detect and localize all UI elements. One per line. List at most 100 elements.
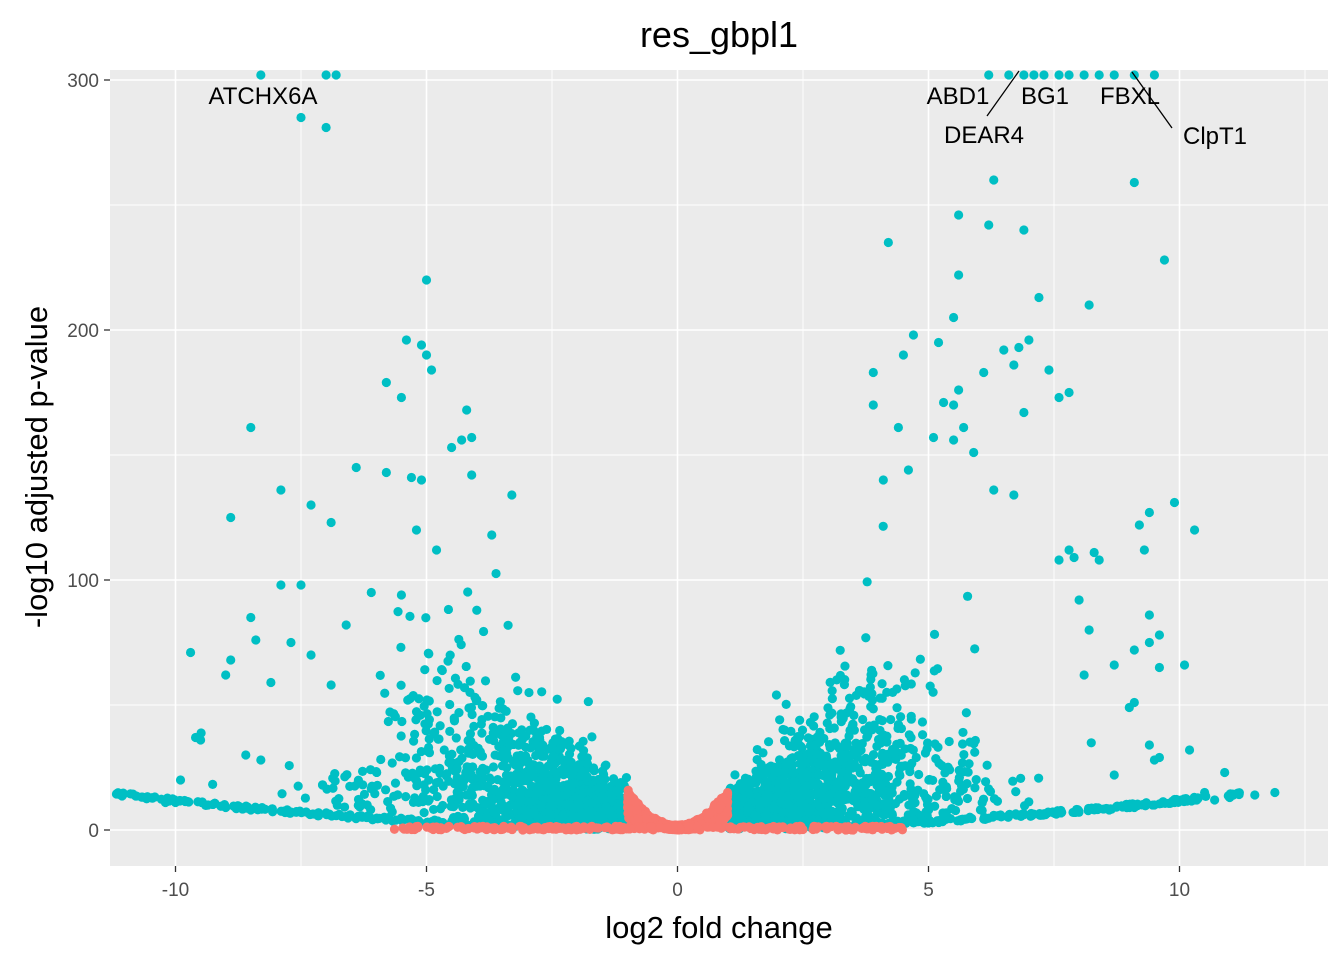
gene-point-significant <box>416 340 427 350</box>
gene-point-significant <box>480 676 491 686</box>
gene-point-significant <box>859 687 869 697</box>
gene-point-significant <box>389 791 399 801</box>
gene-point-not-significant <box>642 814 652 824</box>
gene-point-significant <box>513 686 523 696</box>
gene-point-significant <box>932 664 943 674</box>
gene-point-significant <box>1009 490 1019 500</box>
gene-point-significant <box>443 604 454 615</box>
gene-point-significant <box>1137 800 1147 810</box>
gene-point-significant <box>1084 625 1094 635</box>
gene-point-significant <box>393 606 403 617</box>
gene-point-significant <box>928 818 938 828</box>
gene-point-significant <box>831 763 841 773</box>
gene-point-significant <box>878 521 888 531</box>
gene-point-significant <box>839 795 849 805</box>
gene-point-significant <box>1089 547 1099 558</box>
gene-point-significant <box>160 797 171 808</box>
gene-point-significant <box>789 776 799 786</box>
gene-point-not-significant <box>646 822 656 832</box>
gene-point-significant <box>276 485 286 495</box>
gene-point-significant <box>853 802 863 812</box>
gene-point-significant <box>445 699 455 710</box>
gene-point-significant <box>476 750 486 760</box>
gene-labels: ATCHX6A ABD1 DEAR4 BG1 FBXL ClpT1 <box>209 70 1247 150</box>
gene-point-significant <box>268 807 278 817</box>
gene-point-significant <box>306 500 316 510</box>
gene-point-significant <box>452 787 462 797</box>
gene-point-significant <box>982 760 992 770</box>
gene-point-not-significant <box>489 824 500 835</box>
gene-point-significant <box>957 758 967 768</box>
gene-point-significant <box>1024 335 1034 345</box>
gene-point-significant <box>899 789 909 800</box>
gene-point-significant <box>466 702 477 713</box>
gene-point-significant <box>922 738 933 748</box>
gene-point-significant <box>507 490 517 500</box>
gene-point-significant <box>366 587 376 598</box>
gene-point-significant <box>1027 810 1037 821</box>
gene-point-not-significant <box>747 823 758 833</box>
gene-point-significant <box>226 512 236 523</box>
gene-point-significant <box>266 677 276 688</box>
gene-point-significant <box>396 392 406 403</box>
gene-point-significant <box>536 802 547 812</box>
gene-point-significant <box>962 778 972 789</box>
gene-point-significant <box>379 812 389 822</box>
gene-point-not-significant <box>572 821 582 831</box>
gene-point-significant <box>546 810 556 820</box>
gene-point-significant <box>1139 545 1149 555</box>
gene-point-significant <box>424 649 434 659</box>
gene-point-significant <box>909 818 919 828</box>
gene-point-significant <box>226 655 236 665</box>
gene-point-significant <box>1109 770 1119 780</box>
gene-point-significant <box>511 758 521 768</box>
gene-point-significant <box>472 803 482 813</box>
gene-point-significant <box>984 70 994 80</box>
gene-point-significant <box>582 759 592 769</box>
gene-point-significant <box>1064 70 1074 80</box>
gene-point-significant <box>892 684 902 694</box>
gene-point-significant <box>1069 552 1079 563</box>
gene-point-not-significant <box>692 822 702 832</box>
gene-point-significant <box>467 432 477 443</box>
gene-point-significant <box>513 774 523 784</box>
gene-point-significant <box>815 737 825 747</box>
gene-point-significant <box>450 673 461 683</box>
gene-point-significant <box>406 472 417 483</box>
major-gridlines <box>110 70 1328 866</box>
gene-point-significant <box>370 789 380 799</box>
gene-point-significant <box>460 772 470 782</box>
gene-point-significant <box>874 786 884 796</box>
gene-point-significant <box>558 790 568 801</box>
gene-point-significant <box>424 696 434 706</box>
gene-point-significant <box>341 620 351 630</box>
gene-point-significant <box>1064 387 1074 398</box>
gene-point-significant <box>1104 805 1114 815</box>
gene-point-significant <box>954 270 964 280</box>
gene-label-dear4: DEAR4 <box>944 122 1024 149</box>
gene-point-significant <box>500 783 510 793</box>
gene-point-significant <box>483 783 494 793</box>
gene-point-significant <box>276 580 286 590</box>
gene-point-significant <box>872 800 882 811</box>
gene-point-significant <box>593 774 604 785</box>
gene-point-significant <box>804 803 814 813</box>
gene-point-significant <box>587 732 597 742</box>
gene-point-significant <box>276 806 286 816</box>
gene-point-significant <box>546 776 556 786</box>
gene-point-significant <box>811 748 822 759</box>
gene-point-significant <box>449 715 459 725</box>
gene-point-significant <box>312 809 322 819</box>
gene-point-significant <box>981 777 991 787</box>
gene-point-significant <box>789 786 799 797</box>
gene-point-significant <box>449 779 460 789</box>
gene-point-significant <box>362 800 372 810</box>
gene-point-significant <box>439 745 449 755</box>
gene-point-significant <box>516 788 526 798</box>
gene-point-significant <box>221 802 231 813</box>
gene-point-significant <box>563 740 573 750</box>
gene-point-significant <box>621 773 632 783</box>
gene-point-significant <box>454 708 464 718</box>
gene-point-significant <box>1054 392 1064 403</box>
gene-point-significant <box>788 760 798 770</box>
